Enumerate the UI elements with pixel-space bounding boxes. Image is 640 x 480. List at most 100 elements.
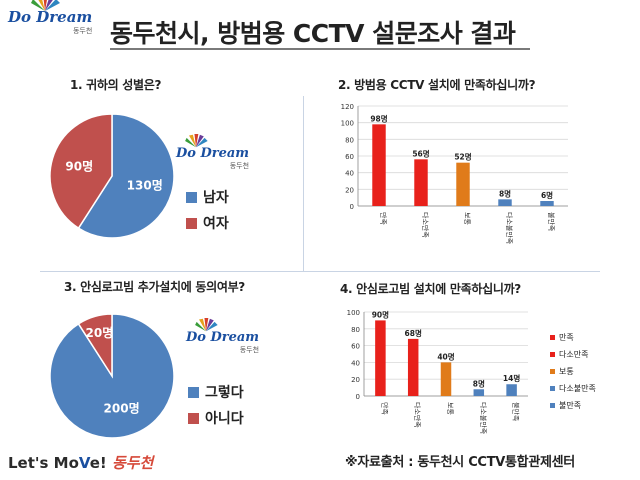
legend-item: 만족	[550, 332, 596, 343]
bar-value-label-0: 98명	[370, 113, 387, 123]
legend-swatch	[550, 369, 555, 374]
pie-slice-label-1: 20명	[86, 326, 114, 340]
bar-3	[473, 389, 485, 396]
legend-swatch	[186, 217, 197, 229]
chart3-logo: Do Dream 동두천	[186, 318, 260, 355]
source-note: ※자료출처 : 동두천시 CCTV통합관제센터	[345, 455, 575, 470]
legend-item: 남자	[186, 187, 229, 207]
chart1-logo: Do Dream 동두천	[176, 134, 250, 171]
x-tick-label-2: 보통	[463, 212, 471, 225]
x-tick-label-0: 만족	[379, 212, 388, 225]
bar-value-label-4: 6명	[541, 190, 553, 200]
legend-label: 다소불만족	[559, 384, 596, 393]
pie-slice-label-0: 200명	[104, 402, 140, 416]
chart3-logo-text: Do Dream	[186, 330, 260, 345]
y-tick-label: 60	[345, 153, 354, 161]
sunburst-logo-icon	[31, 0, 60, 11]
slogan-prefix: Let's Mo	[8, 454, 79, 472]
chart4-legend: 만족 다소만족 보통 다소불만족 불만족	[550, 332, 596, 417]
y-tick-label: 60	[351, 343, 360, 351]
pie-slice-1	[49, 113, 113, 230]
bar-2	[440, 362, 452, 396]
brand-logo: Do Dream 동두천	[8, 0, 93, 36]
chart3-title: 3. 안심로고빔 추가설치에 동의여부?	[64, 280, 245, 294]
legend-item: 여자	[186, 213, 229, 233]
x-tick-label-1: 다소만족	[421, 212, 430, 238]
pie-slice-1	[77, 313, 113, 379]
legend-item: 다소불만족	[550, 383, 596, 394]
x-tick-label-4: 불만족	[547, 212, 556, 232]
legend-label: 그렇다	[205, 385, 244, 401]
legend-item: 다소만족	[550, 349, 596, 360]
pie-slice-0	[77, 113, 175, 239]
legend-swatch	[186, 191, 197, 203]
chart3-pie-slices: 200명 20명	[49, 313, 175, 439]
legend-label: 남자	[203, 190, 229, 206]
chart4-title: 4. 안심로고빔 설치에 만족하십니까?	[340, 282, 521, 296]
bar-4	[540, 201, 554, 206]
legend-label: 보통	[559, 367, 574, 376]
y-tick-label: 20	[345, 186, 354, 194]
y-tick-label: 20	[351, 376, 360, 384]
slogan-v: V	[78, 454, 90, 472]
chart2-title: 2. 방범용 CCTV 설치에 만족하십니까?	[338, 78, 536, 92]
y-tick-label: 40	[345, 170, 354, 178]
y-tick-label: 80	[351, 326, 360, 334]
y-tick-label: 40	[351, 359, 360, 367]
legend-item: 그렇다	[188, 382, 244, 402]
bar-4	[506, 384, 517, 396]
x-tick-label-2: 보통	[446, 402, 454, 415]
legend-swatch	[550, 403, 555, 408]
legend-swatch	[550, 335, 555, 340]
bar-value-label-2: 52명	[454, 152, 471, 162]
bar-3	[498, 199, 512, 206]
x-tick-label-4: 불만족	[512, 402, 521, 422]
chart3-legend: 그렇다 아니다	[188, 382, 244, 428]
bar-value-label-3: 8명	[473, 378, 485, 388]
legend-label: 여자	[203, 216, 229, 232]
legend-item: 아니다	[188, 408, 244, 428]
slogan-city: 동두천	[111, 454, 154, 472]
pie-slice-label-1: 90명	[65, 159, 93, 173]
legend-swatch	[188, 386, 199, 398]
title-underline	[110, 48, 530, 50]
legend-swatch	[550, 352, 555, 357]
x-tick-label-3: 다소불만족	[479, 402, 488, 435]
bar-0	[372, 124, 386, 206]
legend-label: 아니다	[205, 411, 244, 427]
chart1-pie-slices: 130명 90명	[49, 113, 175, 239]
bar-0	[375, 320, 386, 396]
y-tick-label: 0	[350, 203, 354, 211]
chart1-legend: 남자 여자	[186, 187, 229, 233]
slogan: Let's MoVe! 동두천	[8, 452, 153, 473]
bar-value-label-1: 68명	[405, 328, 422, 338]
legend-label: 불만족	[559, 401, 582, 410]
brand-logo-text: Do Dream	[8, 8, 93, 26]
chart1-logo-text: Do Dream	[176, 146, 250, 161]
bar-1	[407, 338, 419, 396]
bar-value-label-1: 56명	[412, 148, 429, 158]
chart3-logo-sub: 동두천	[239, 346, 260, 354]
bar-1	[414, 159, 428, 206]
bar-value-label-3: 8명	[499, 188, 511, 198]
quadrant-divider-vertical	[303, 96, 304, 271]
y-tick-label: 100	[341, 120, 354, 128]
sunburst-logo-icon	[195, 318, 218, 332]
bar-value-label-0: 90명	[372, 309, 389, 319]
x-tick-label-0: 만족	[380, 402, 389, 415]
bar-value-label-2: 40명	[437, 351, 454, 361]
brand-logo-sub: 동두천	[72, 27, 93, 35]
y-tick-label: 0	[356, 393, 360, 401]
quadrant-divider-horizontal	[40, 271, 600, 272]
y-tick-label: 100	[347, 309, 360, 317]
page-title: 동두천시, 방범용 CCTV 설문조사 결과	[110, 19, 516, 48]
bar-value-label-4: 14명	[503, 373, 520, 383]
sunburst-logo-icon	[185, 134, 208, 148]
chart1-pie: 130명 90명	[49, 113, 175, 239]
x-tick-label-3: 다소불만족	[505, 212, 514, 245]
slogan-suffix: e!	[89, 454, 107, 472]
